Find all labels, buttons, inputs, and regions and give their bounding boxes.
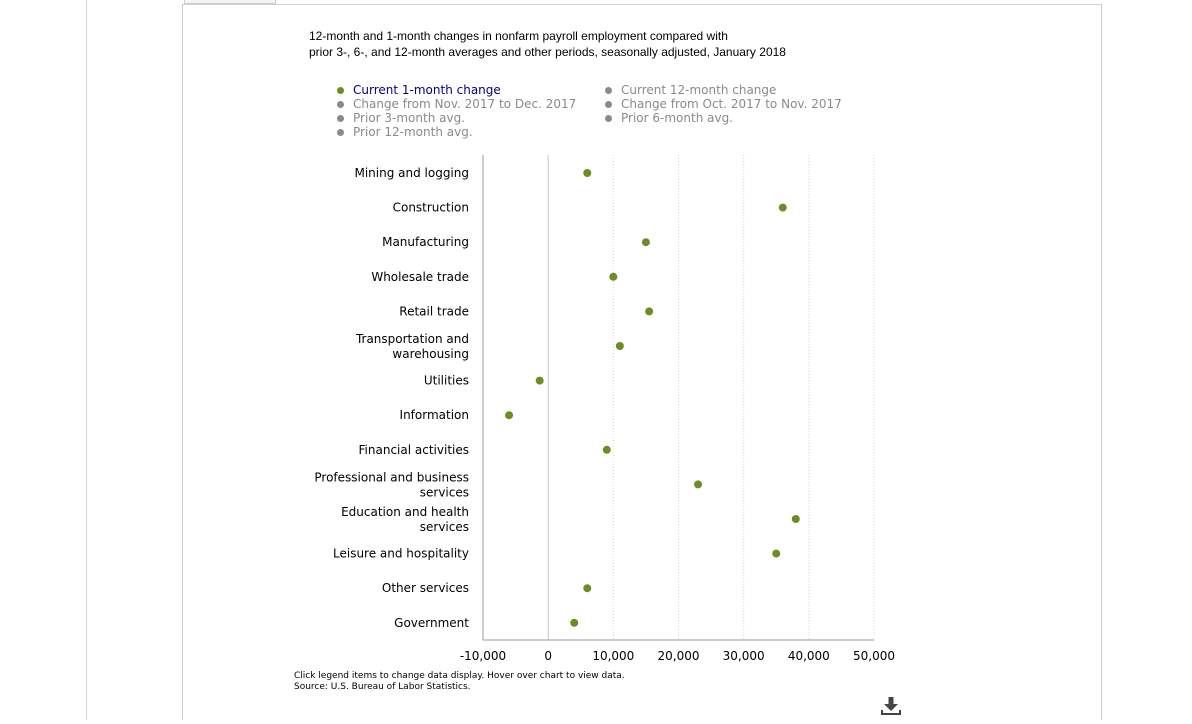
legend-label: Prior 6-month avg. xyxy=(621,111,733,125)
data-point[interactable] xyxy=(778,203,787,212)
data-point[interactable] xyxy=(641,238,650,247)
data-point[interactable] xyxy=(602,445,611,454)
data-point[interactable] xyxy=(615,342,624,350)
y-category-label: Utilities xyxy=(424,374,469,388)
data-point[interactable] xyxy=(772,549,781,558)
y-category-label-line: Education and health xyxy=(341,505,469,519)
legend-marker-icon xyxy=(605,114,612,122)
chart-title-line-1: 12-month and 1-month changes in nonfarm … xyxy=(309,29,728,43)
y-category-label: Wholesale trade xyxy=(371,270,469,284)
legend-marker-icon xyxy=(605,100,612,108)
x-tick-label: 20,000 xyxy=(658,649,700,663)
y-category-label: Education and health services xyxy=(341,505,469,534)
download-icon[interactable] xyxy=(879,695,903,719)
x-tick-label: 30,000 xyxy=(723,649,765,663)
chart-note-source: Source: U.S. Bureau of Labor Statistics. xyxy=(294,682,471,692)
page-divider-line xyxy=(86,0,87,720)
data-point[interactable] xyxy=(645,307,654,316)
data-point[interactable] xyxy=(791,515,800,523)
legend-item[interactable]: Change from Oct. 2017 to Nov. 2017 xyxy=(605,97,842,111)
legend-marker-icon xyxy=(337,114,344,122)
y-category-label-line: Professional and business xyxy=(314,470,469,484)
y-category-label: Transportation and warehousing xyxy=(355,332,469,361)
y-category-label-line: warehousing xyxy=(392,347,469,361)
legend-marker-icon xyxy=(337,86,344,94)
legend-label: Change from Nov. 2017 to Dec. 2017 xyxy=(353,97,577,111)
data-point[interactable] xyxy=(505,411,514,420)
y-category-label-line: services xyxy=(420,520,469,534)
chart-note-instructions: Click legend items to change data displa… xyxy=(294,671,625,681)
legend-item[interactable]: Current 12-month change xyxy=(605,83,842,97)
legend-item[interactable]: Prior 12-month avg. xyxy=(337,125,576,139)
legend-label: Current 1-month change xyxy=(353,83,501,97)
y-category-label: Government xyxy=(394,616,469,630)
tab-stub[interactable] xyxy=(184,0,276,4)
legend-label: Current 12-month change xyxy=(621,83,777,97)
legend-label: Change from Oct. 2017 to Nov. 2017 xyxy=(621,97,842,111)
legend-marker-icon xyxy=(337,100,344,108)
chart-frame xyxy=(182,4,1102,720)
y-category-label: Other services xyxy=(382,581,469,595)
y-category-label-line: services xyxy=(420,485,469,499)
y-category-label: Construction xyxy=(393,201,469,215)
y-category-label: Leisure and hospitality xyxy=(333,547,469,561)
x-tick-label: 50,000 xyxy=(853,649,895,663)
legend-label: Prior 12-month avg. xyxy=(353,125,473,139)
y-category-label: Mining and logging xyxy=(354,166,469,180)
chart-title-line-2: prior 3-, 6-, and 12-month averages and … xyxy=(309,45,786,59)
x-tick-label: 10,000 xyxy=(592,649,634,663)
y-category-label: Manufacturing xyxy=(382,235,469,249)
y-category-label: Information xyxy=(400,408,469,422)
x-tick-label: 0 xyxy=(544,649,552,663)
y-category-label: Financial activities xyxy=(359,443,469,457)
legend-column-2: Current 12-month change Change from Oct. … xyxy=(605,83,842,125)
data-point[interactable] xyxy=(694,480,703,489)
legend-item[interactable]: Prior 3-month avg. xyxy=(337,111,576,125)
legend-item[interactable]: Current 1-month change xyxy=(337,83,576,97)
data-point[interactable] xyxy=(583,169,592,177)
chart-notes: Click legend items to change data displa… xyxy=(294,671,625,693)
legend-marker-icon xyxy=(337,128,344,136)
legend-item[interactable]: Prior 6-month avg. xyxy=(605,111,842,125)
legend-label: Prior 3-month avg. xyxy=(353,111,465,125)
x-tick-label: 40,000 xyxy=(788,649,830,663)
y-category-label: Retail trade xyxy=(399,304,469,318)
y-category-label-line: Transportation and xyxy=(355,332,469,346)
legend-column-1: Current 1-month change Change from Nov. 2… xyxy=(337,83,576,139)
data-point[interactable] xyxy=(570,618,579,627)
data-point[interactable] xyxy=(535,376,544,385)
y-category-label: Professional and business services xyxy=(314,470,469,499)
legend-marker-icon xyxy=(605,86,612,94)
data-point[interactable] xyxy=(583,584,592,593)
data-point[interactable] xyxy=(609,272,618,281)
legend-item[interactable]: Change from Nov. 2017 to Dec. 2017 xyxy=(337,97,576,111)
chart-title: 12-month and 1-month changes in nonfarm … xyxy=(309,28,929,60)
x-tick-label: -10,000 xyxy=(460,649,506,663)
